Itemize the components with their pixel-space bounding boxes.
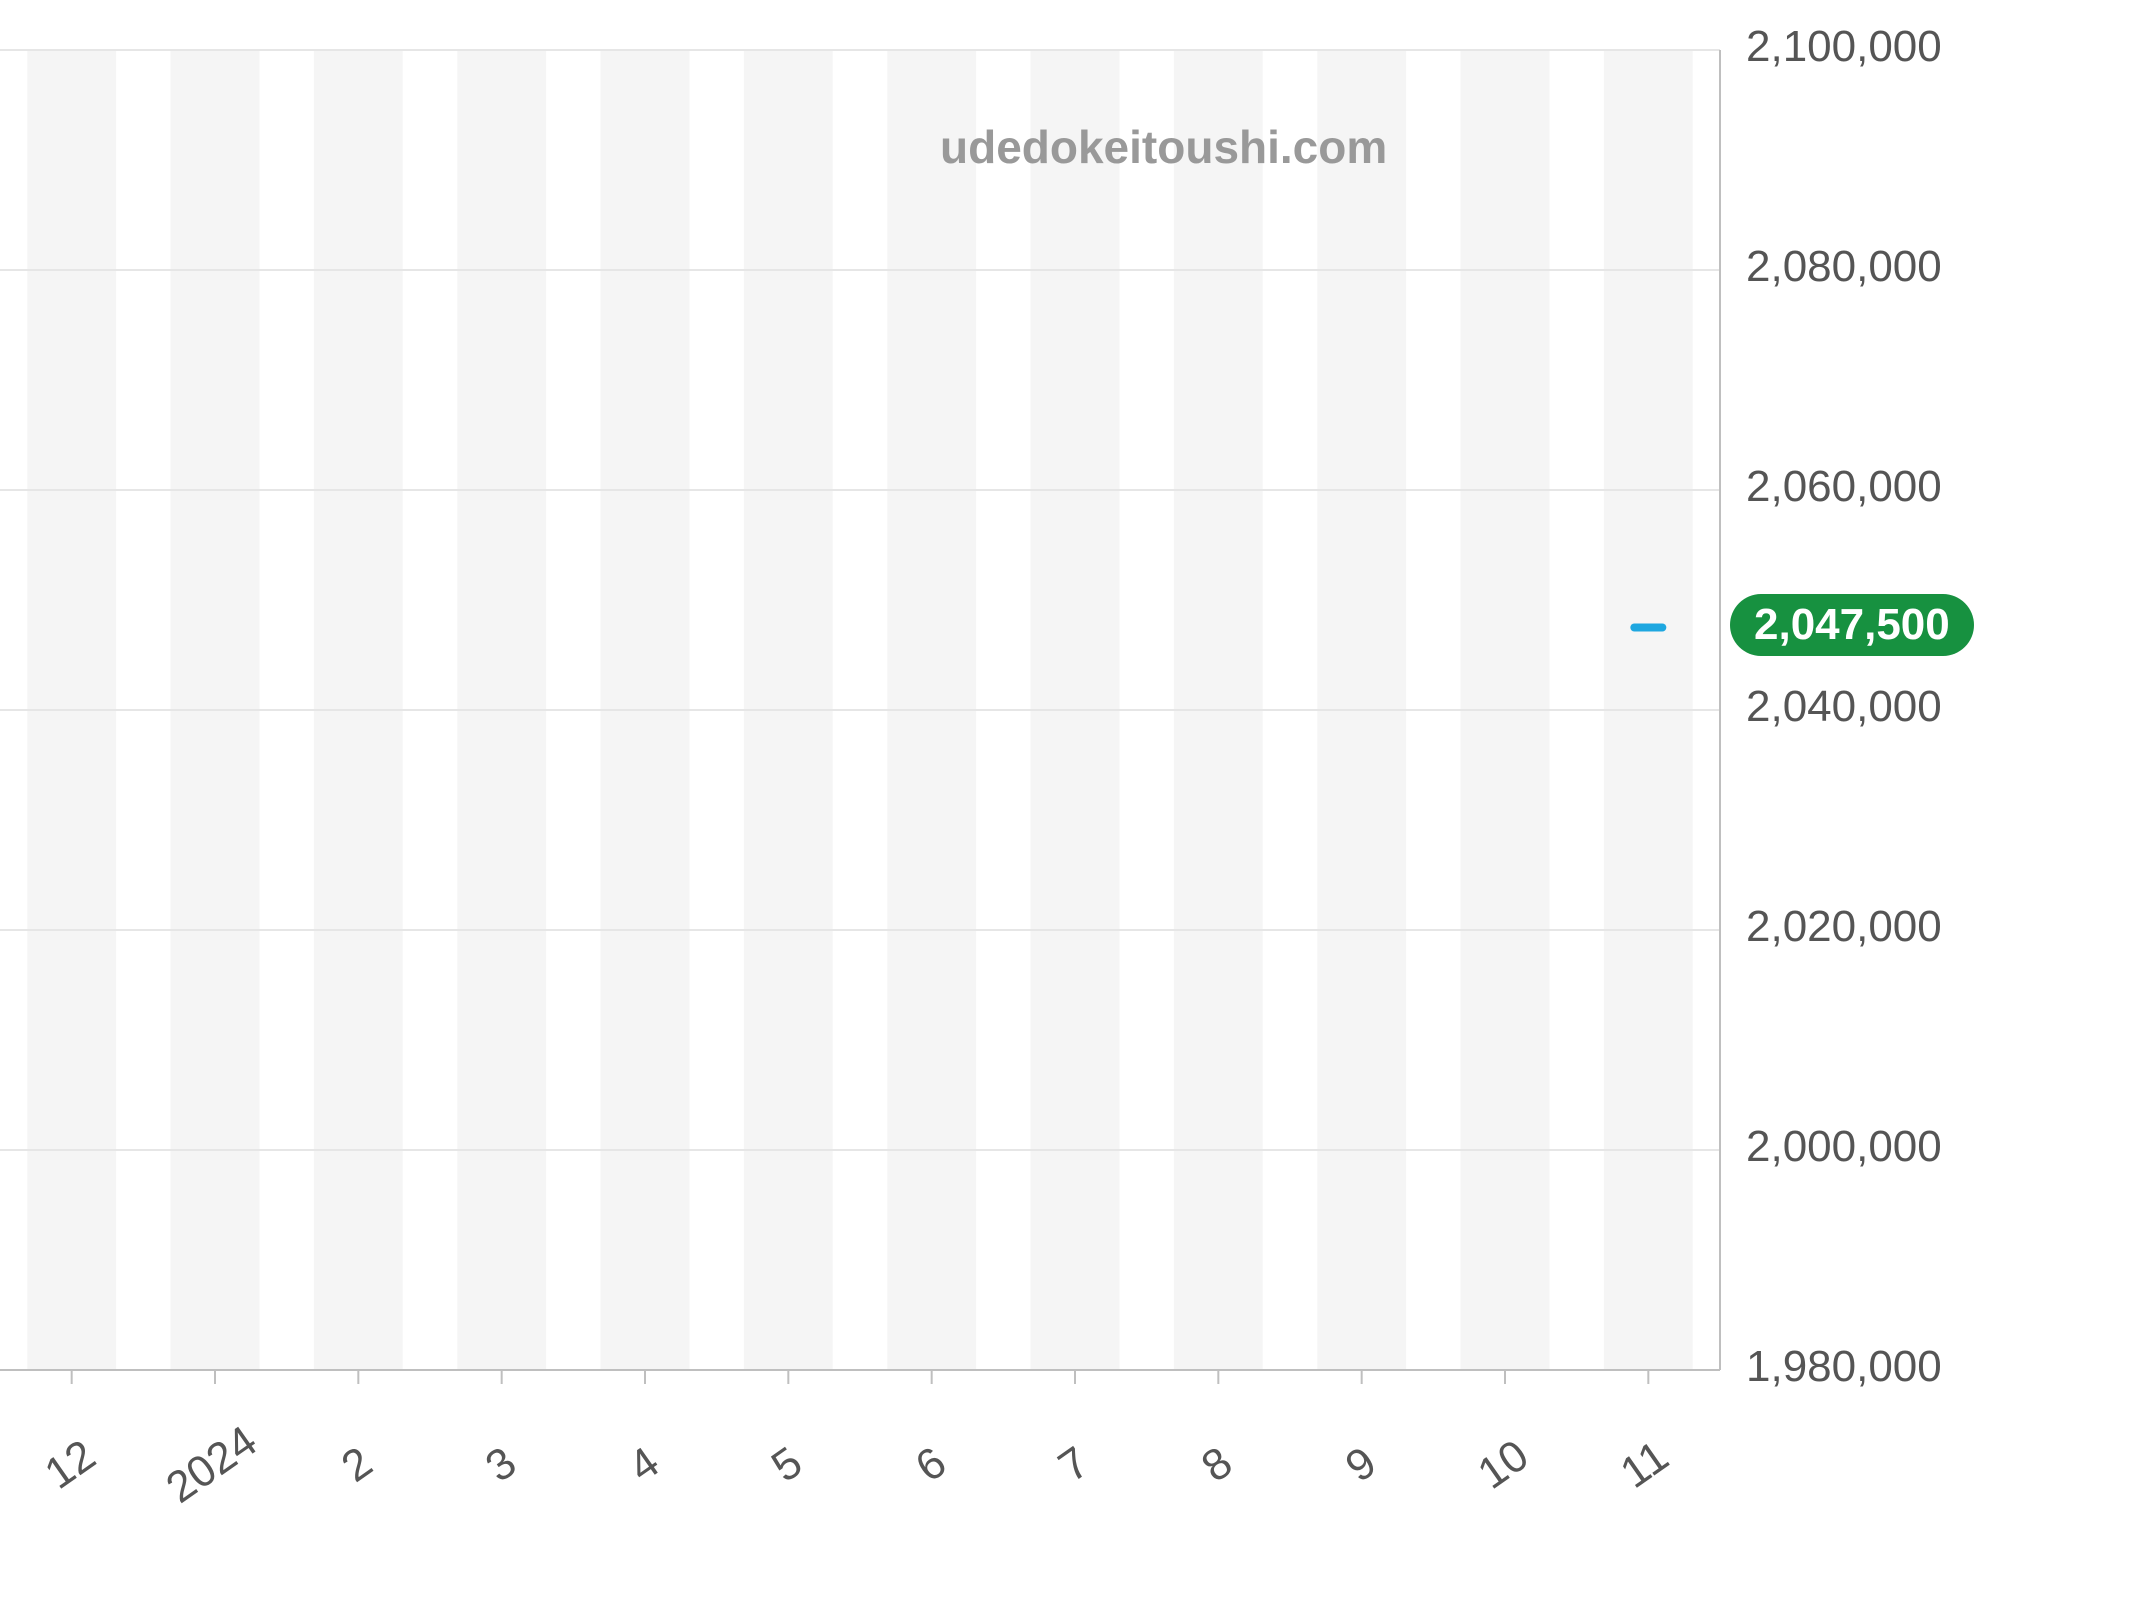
price-chart: 1,980,000 2,000,000 2,020,000 2,040,000 2,06… (0, 0, 2144, 1600)
y-tick-label: 2,060,000 (1746, 462, 1942, 512)
y-tick-label: 2,020,000 (1746, 902, 1942, 952)
y-tick-label: 2,100,000 (1746, 22, 1942, 72)
y-tick-label: 1,980,000 (1746, 1342, 1942, 1392)
price-badge: 2,047,500 (1730, 594, 1974, 656)
y-tick-label: 2,040,000 (1746, 682, 1942, 732)
y-tick-label: 2,080,000 (1746, 242, 1942, 292)
y-tick-label: 2,000,000 (1746, 1122, 1942, 1172)
watermark-text: udedokeitoushi.com (940, 120, 1387, 174)
